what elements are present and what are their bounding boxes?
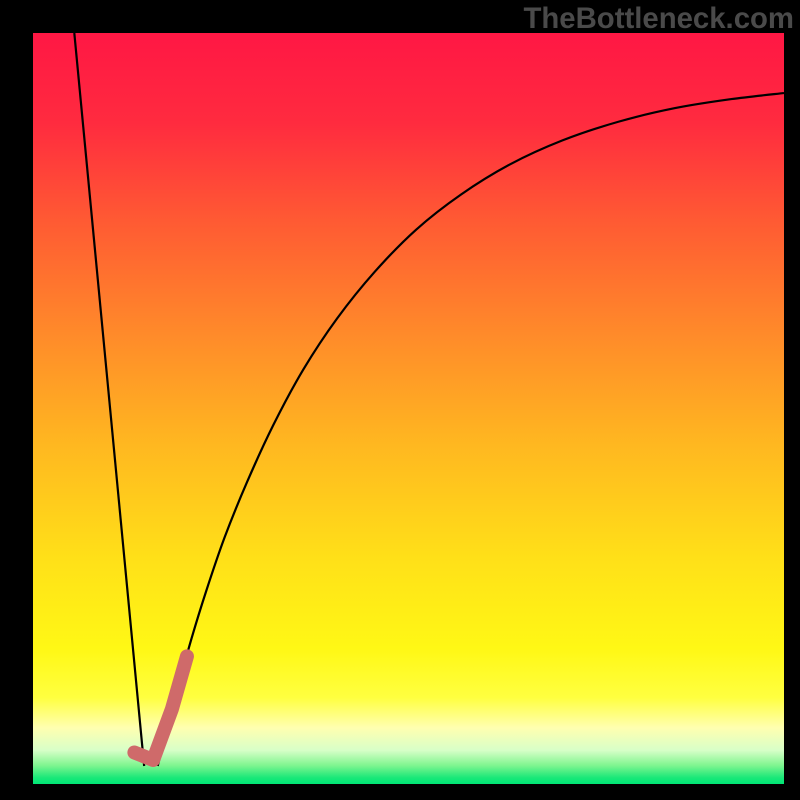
left-descending-line [74, 33, 144, 766]
bottleneck-curves [33, 33, 784, 784]
right-saturating-curve [158, 93, 784, 766]
watermark-text: TheBottleneck.com [523, 2, 794, 36]
chart-plot-area [33, 33, 784, 784]
